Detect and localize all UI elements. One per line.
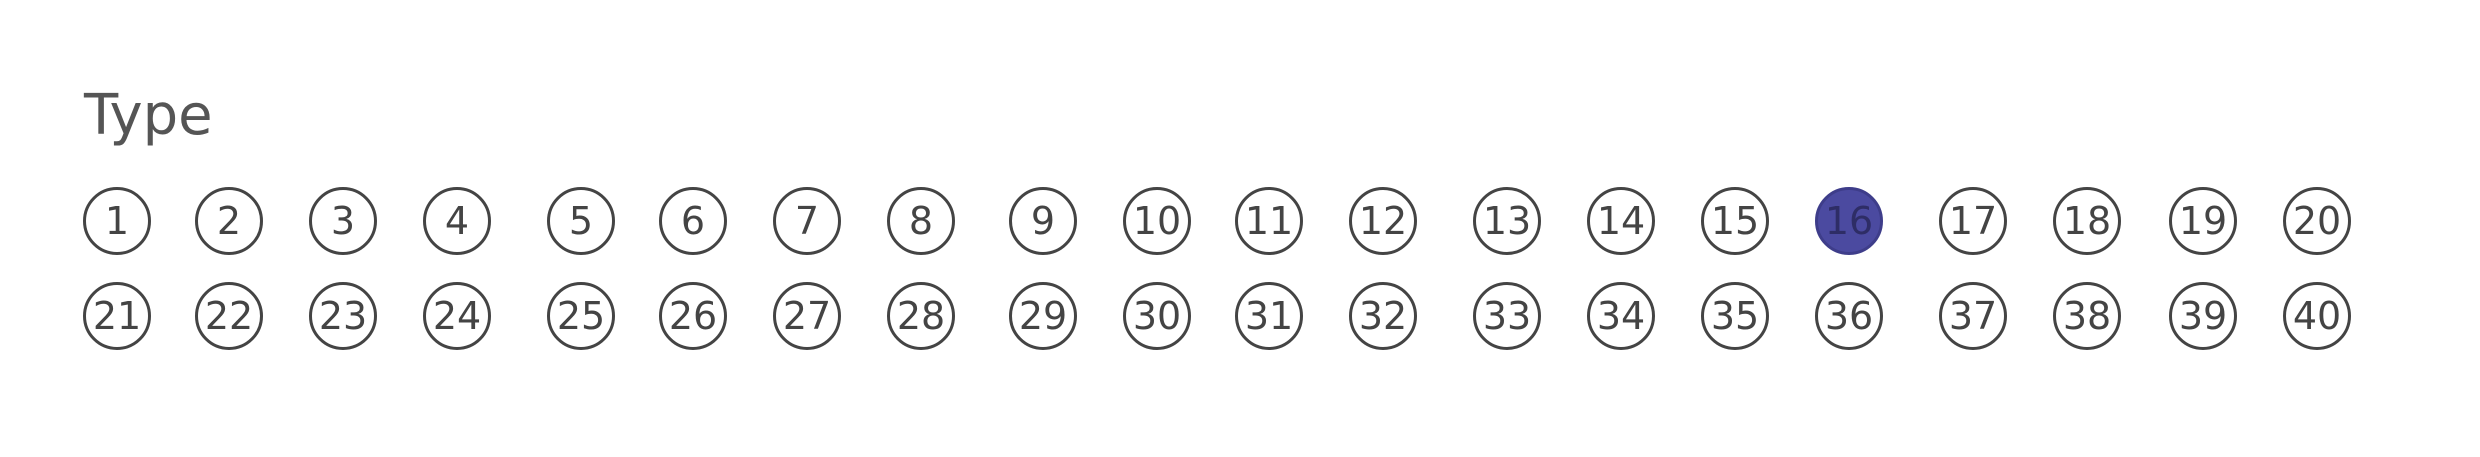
bubble-label: 11 (1244, 199, 1294, 243)
bubble-4[interactable]: 4 (423, 187, 491, 255)
bubble-17[interactable]: 17 (1939, 187, 2007, 255)
bubble-18[interactable]: 18 (2053, 187, 2121, 255)
bubble-label: 19 (2178, 199, 2228, 243)
bubble-13[interactable]: 13 (1473, 187, 1541, 255)
bubble-34[interactable]: 34 (1587, 282, 1655, 350)
bubble-24[interactable]: 24 (423, 282, 491, 350)
bubble-label: 23 (318, 294, 368, 338)
bubble-label: 17 (1948, 199, 1998, 243)
bubble-label: 7 (794, 199, 820, 243)
bubble-label: 18 (2062, 199, 2112, 243)
bubble-2[interactable]: 2 (195, 187, 263, 255)
bubble-33[interactable]: 33 (1473, 282, 1541, 350)
bubble-38[interactable]: 38 (2053, 282, 2121, 350)
bubble-7[interactable]: 7 (773, 187, 841, 255)
bubble-3[interactable]: 3 (309, 187, 377, 255)
bubble-22[interactable]: 22 (195, 282, 263, 350)
bubble-label: 3 (330, 199, 356, 243)
bubble-37[interactable]: 37 (1939, 282, 2007, 350)
bubble-label: 38 (2062, 294, 2112, 338)
bubble-label: 28 (896, 294, 946, 338)
bubble-29[interactable]: 29 (1009, 282, 1077, 350)
bubble-label: 25 (556, 294, 606, 338)
bubble-label: 16 (1824, 199, 1874, 243)
bubble-14[interactable]: 14 (1587, 187, 1655, 255)
bubble-1[interactable]: 1 (83, 187, 151, 255)
bubble-35[interactable]: 35 (1701, 282, 1769, 350)
bubble-20[interactable]: 20 (2283, 187, 2351, 255)
bubble-16[interactable]: 16 (1815, 187, 1883, 255)
section-title: Type (84, 83, 213, 148)
bubble-label: 10 (1132, 199, 1182, 243)
bubble-label: 6 (680, 199, 706, 243)
bubble-label: 33 (1482, 294, 1532, 338)
bubble-label: 15 (1710, 199, 1760, 243)
bubble-27[interactable]: 27 (773, 282, 841, 350)
bubble-39[interactable]: 39 (2169, 282, 2237, 350)
bubble-label: 39 (2178, 294, 2228, 338)
bubble-9[interactable]: 9 (1009, 187, 1077, 255)
bubble-6[interactable]: 6 (659, 187, 727, 255)
bubble-label: 34 (1596, 294, 1646, 338)
bubble-label: 21 (92, 294, 142, 338)
bubble-36[interactable]: 36 (1815, 282, 1883, 350)
bubble-15[interactable]: 15 (1701, 187, 1769, 255)
bubble-label: 32 (1358, 294, 1408, 338)
bubble-label: 40 (2292, 294, 2342, 338)
bubble-label: 24 (432, 294, 482, 338)
bubble-8[interactable]: 8 (887, 187, 955, 255)
bubble-23[interactable]: 23 (309, 282, 377, 350)
bubble-label: 14 (1596, 199, 1646, 243)
bubble-32[interactable]: 32 (1349, 282, 1417, 350)
bubble-12[interactable]: 12 (1349, 187, 1417, 255)
bubble-40[interactable]: 40 (2283, 282, 2351, 350)
bubble-label: 8 (908, 199, 934, 243)
bubble-5[interactable]: 5 (547, 187, 615, 255)
bubble-label: 36 (1824, 294, 1874, 338)
bubble-label: 30 (1132, 294, 1182, 338)
bubble-11[interactable]: 11 (1235, 187, 1303, 255)
bubble-label: 29 (1018, 294, 1068, 338)
bubble-21[interactable]: 21 (83, 282, 151, 350)
bubble-label: 22 (204, 294, 254, 338)
bubble-19[interactable]: 19 (2169, 187, 2237, 255)
bubble-28[interactable]: 28 (887, 282, 955, 350)
bubble-label: 20 (2292, 199, 2342, 243)
bubble-label: 2 (216, 199, 242, 243)
bubble-label: 1 (104, 199, 130, 243)
bubble-26[interactable]: 26 (659, 282, 727, 350)
bubble-30[interactable]: 30 (1123, 282, 1191, 350)
bubble-10[interactable]: 10 (1123, 187, 1191, 255)
bubble-label: 26 (668, 294, 718, 338)
bubble-31[interactable]: 31 (1235, 282, 1303, 350)
bubble-label: 37 (1948, 294, 1998, 338)
bubble-label: 9 (1030, 199, 1056, 243)
bubble-25[interactable]: 25 (547, 282, 615, 350)
bubble-label: 27 (782, 294, 832, 338)
bubble-label: 31 (1244, 294, 1294, 338)
bubble-label: 5 (568, 199, 594, 243)
bubble-label: 12 (1358, 199, 1408, 243)
bubble-label: 4 (444, 199, 470, 243)
bubble-label: 13 (1482, 199, 1532, 243)
bubble-label: 35 (1710, 294, 1760, 338)
